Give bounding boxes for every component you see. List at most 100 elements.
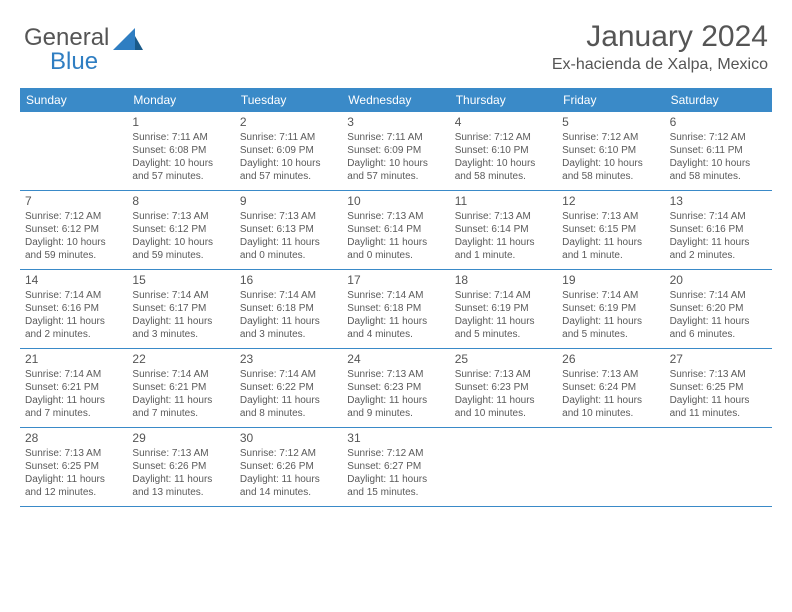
day-cell <box>665 428 772 506</box>
day-info-line: Daylight: 10 hours <box>455 158 552 171</box>
day-cell <box>557 428 664 506</box>
day-info-line: Sunset: 6:15 PM <box>562 224 659 237</box>
day-info-line: Daylight: 11 hours <box>562 316 659 329</box>
location: Ex-hacienda de Xalpa, Mexico <box>552 56 768 74</box>
day-info-line: Daylight: 11 hours <box>670 316 767 329</box>
day-info-line: and 14 minutes. <box>240 487 337 500</box>
day-info-line: Sunrise: 7:11 AM <box>240 132 337 145</box>
day-info-line: Sunset: 6:26 PM <box>132 461 229 474</box>
day-cell: 2Sunrise: 7:11 AMSunset: 6:09 PMDaylight… <box>235 112 342 190</box>
day-number: 2 <box>240 115 337 130</box>
day-info-line: Sunrise: 7:13 AM <box>132 211 229 224</box>
day-cell: 31Sunrise: 7:12 AMSunset: 6:27 PMDayligh… <box>342 428 449 506</box>
day-info-line: Sunset: 6:25 PM <box>670 382 767 395</box>
day-info-line: Sunset: 6:09 PM <box>347 145 444 158</box>
day-number: 9 <box>240 194 337 209</box>
day-info-line: and 1 minute. <box>455 250 552 263</box>
day-number: 6 <box>670 115 767 130</box>
day-info-line: and 13 minutes. <box>132 487 229 500</box>
day-cell: 21Sunrise: 7:14 AMSunset: 6:21 PMDayligh… <box>20 349 127 427</box>
day-info-line: Sunrise: 7:14 AM <box>455 290 552 303</box>
day-info-line: Sunset: 6:11 PM <box>670 145 767 158</box>
day-header: Tuesday <box>235 88 342 112</box>
day-info-line: Sunrise: 7:13 AM <box>132 448 229 461</box>
day-cell: 4Sunrise: 7:12 AMSunset: 6:10 PMDaylight… <box>450 112 557 190</box>
day-cell: 11Sunrise: 7:13 AMSunset: 6:14 PMDayligh… <box>450 191 557 269</box>
day-cell: 24Sunrise: 7:13 AMSunset: 6:23 PMDayligh… <box>342 349 449 427</box>
day-number: 28 <box>25 431 122 446</box>
day-info-line: and 5 minutes. <box>455 329 552 342</box>
day-cell: 19Sunrise: 7:14 AMSunset: 6:19 PMDayligh… <box>557 270 664 348</box>
day-cell: 12Sunrise: 7:13 AMSunset: 6:15 PMDayligh… <box>557 191 664 269</box>
day-info-line: Sunset: 6:27 PM <box>347 461 444 474</box>
day-info-line: and 58 minutes. <box>562 171 659 184</box>
day-number: 25 <box>455 352 552 367</box>
day-info-line: Sunrise: 7:13 AM <box>240 211 337 224</box>
day-info-line: Daylight: 11 hours <box>240 395 337 408</box>
day-info-line: Daylight: 11 hours <box>25 474 122 487</box>
day-cell: 23Sunrise: 7:14 AMSunset: 6:22 PMDayligh… <box>235 349 342 427</box>
day-number: 23 <box>240 352 337 367</box>
week-row: 14Sunrise: 7:14 AMSunset: 6:16 PMDayligh… <box>20 270 772 349</box>
day-number: 22 <box>132 352 229 367</box>
day-info-line: Daylight: 11 hours <box>240 237 337 250</box>
day-info-line: Sunset: 6:19 PM <box>455 303 552 316</box>
day-info-line: Daylight: 11 hours <box>670 237 767 250</box>
day-info-line: Sunrise: 7:13 AM <box>670 369 767 382</box>
week-row: 1Sunrise: 7:11 AMSunset: 6:08 PMDaylight… <box>20 112 772 191</box>
day-number: 31 <box>347 431 444 446</box>
day-info-line: Sunrise: 7:14 AM <box>562 290 659 303</box>
day-info-line: Daylight: 10 hours <box>132 158 229 171</box>
day-info-line: Sunrise: 7:14 AM <box>132 290 229 303</box>
day-info-line: Daylight: 11 hours <box>347 237 444 250</box>
logo-text-1: General <box>24 24 109 51</box>
day-cell: 3Sunrise: 7:11 AMSunset: 6:09 PMDaylight… <box>342 112 449 190</box>
month-title: January 2024 <box>552 20 768 54</box>
day-info-line: Sunset: 6:12 PM <box>132 224 229 237</box>
day-cell: 5Sunrise: 7:12 AMSunset: 6:10 PMDaylight… <box>557 112 664 190</box>
day-info-line: and 10 minutes. <box>562 408 659 421</box>
day-info-line: Sunrise: 7:13 AM <box>347 211 444 224</box>
day-info-line: Daylight: 11 hours <box>670 395 767 408</box>
day-number: 8 <box>132 194 229 209</box>
day-header: Monday <box>127 88 234 112</box>
day-number: 7 <box>25 194 122 209</box>
day-info-line: Sunset: 6:10 PM <box>455 145 552 158</box>
day-info-line: Sunrise: 7:14 AM <box>670 290 767 303</box>
day-cell: 7Sunrise: 7:12 AMSunset: 6:12 PMDaylight… <box>20 191 127 269</box>
day-header-row: Sunday Monday Tuesday Wednesday Thursday… <box>20 88 772 112</box>
day-info-line: Daylight: 11 hours <box>455 237 552 250</box>
day-cell <box>450 428 557 506</box>
day-cell: 8Sunrise: 7:13 AMSunset: 6:12 PMDaylight… <box>127 191 234 269</box>
day-info-line: Sunrise: 7:14 AM <box>240 290 337 303</box>
day-cell: 9Sunrise: 7:13 AMSunset: 6:13 PMDaylight… <box>235 191 342 269</box>
day-info-line: Sunset: 6:14 PM <box>455 224 552 237</box>
day-info-line: Sunrise: 7:13 AM <box>562 369 659 382</box>
day-info-line: Sunset: 6:18 PM <box>347 303 444 316</box>
day-number: 29 <box>132 431 229 446</box>
day-info-line: and 15 minutes. <box>347 487 444 500</box>
day-cell: 1Sunrise: 7:11 AMSunset: 6:08 PMDaylight… <box>127 112 234 190</box>
day-info-line: Sunrise: 7:12 AM <box>455 132 552 145</box>
day-number: 18 <box>455 273 552 288</box>
day-cell: 28Sunrise: 7:13 AMSunset: 6:25 PMDayligh… <box>20 428 127 506</box>
day-info-line: Sunrise: 7:13 AM <box>455 211 552 224</box>
day-cell: 10Sunrise: 7:13 AMSunset: 6:14 PMDayligh… <box>342 191 449 269</box>
day-info-line: Sunset: 6:16 PM <box>670 224 767 237</box>
weeks-container: 1Sunrise: 7:11 AMSunset: 6:08 PMDaylight… <box>20 112 772 507</box>
day-info-line: Daylight: 11 hours <box>240 316 337 329</box>
day-info-line: Sunrise: 7:14 AM <box>25 369 122 382</box>
day-info-line: Daylight: 11 hours <box>347 395 444 408</box>
day-info-line: Sunset: 6:20 PM <box>670 303 767 316</box>
day-info-line: Sunrise: 7:14 AM <box>132 369 229 382</box>
day-info-line: and 58 minutes. <box>670 171 767 184</box>
day-info-line: Daylight: 11 hours <box>132 474 229 487</box>
day-info-line: Sunrise: 7:13 AM <box>455 369 552 382</box>
day-info-line: and 0 minutes. <box>240 250 337 263</box>
day-info-line: and 8 minutes. <box>240 408 337 421</box>
day-info-line: Sunrise: 7:12 AM <box>25 211 122 224</box>
day-info-line: Daylight: 10 hours <box>347 158 444 171</box>
day-number: 3 <box>347 115 444 130</box>
logo-triangle-icon <box>113 28 143 50</box>
day-info-line: and 2 minutes. <box>670 250 767 263</box>
